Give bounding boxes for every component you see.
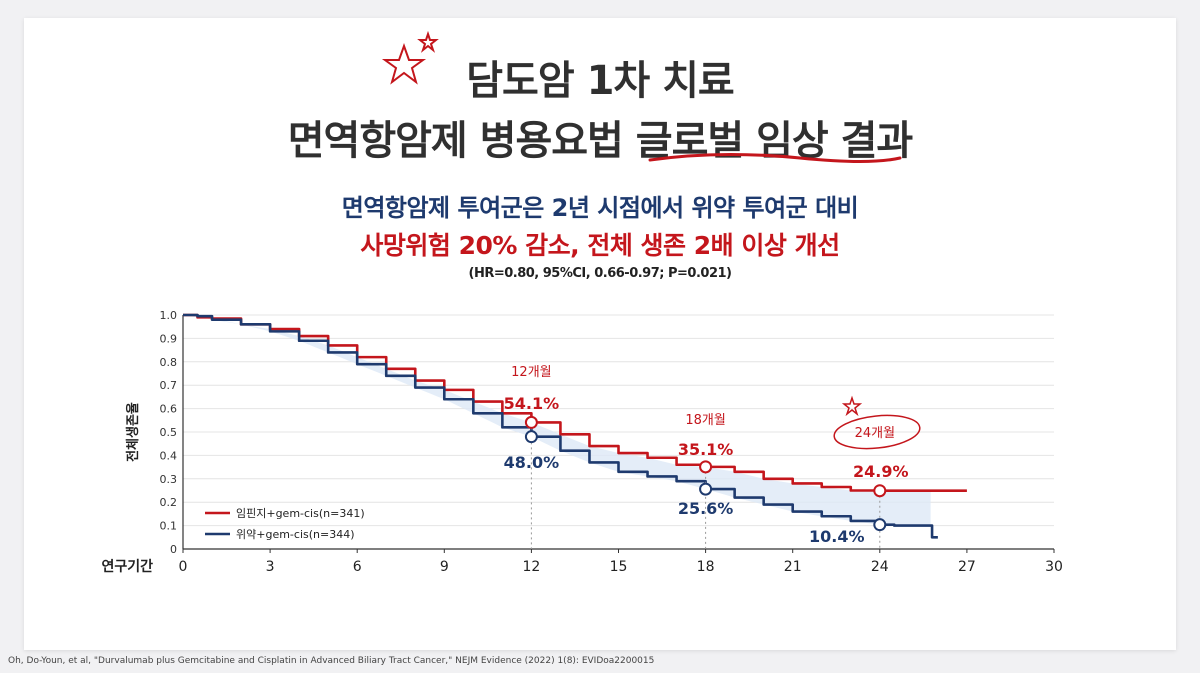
slide-card [24, 18, 1176, 650]
annotation-markers [524, 415, 887, 532]
y-tick-label: 0.1 [160, 520, 178, 533]
annotation-drop-lines [530, 422, 881, 549]
chart-legend: 임핀지+gem-cis(n=341) 위약+gem-cis(n=344) [205, 507, 365, 541]
y-tick-label: 0 [170, 543, 177, 556]
treatment-marker [873, 484, 887, 498]
treatment-marker [524, 415, 538, 429]
series-line-placebo [183, 313, 938, 539]
y-tick-label: 0.3 [160, 473, 178, 486]
x-tick-label: 21 [784, 559, 802, 575]
x-tick-label: 18 [697, 559, 715, 575]
y-tick-label: 1.0 [160, 309, 178, 322]
subtitle-line2: 사망위험 20% 감소, 전체 생존 2배 이상 개선 [360, 231, 840, 260]
y-tick-label: 0.9 [160, 332, 178, 345]
y-tick-label: 0.5 [160, 426, 178, 439]
placebo-marker [524, 430, 538, 444]
underline-doodle [648, 152, 902, 163]
annotation-labels: 12개월 54.1% 48.0% 18개월 35.1% 25.6% 24개월 24.9% 10.… [504, 365, 909, 546]
placebo-value-label: 25.6% [678, 499, 734, 518]
x-tick-label: 6 [353, 559, 362, 575]
time-point-label: 12개월 [511, 365, 551, 380]
y-tick-label: 0.4 [160, 449, 178, 462]
treatment-value-label: 24.9% [853, 462, 909, 481]
series-line-treatment [183, 313, 967, 493]
x-tick-label: 9 [440, 559, 449, 575]
legend-label: 위약+gem-cis(n=344) [236, 527, 355, 541]
placebo-value-label: 48.0% [504, 453, 560, 472]
highlight-circle-doodle [833, 414, 921, 450]
time-point-label: 24개월 [855, 426, 895, 441]
x-axis-label: 연구기간 [101, 558, 153, 575]
x-tick-label: 0 [179, 559, 188, 575]
placebo-marker [699, 482, 713, 496]
treatment-value-label: 35.1% [678, 440, 734, 459]
x-tick-label: 30 [1045, 559, 1063, 575]
star-doodle-icon [381, 30, 439, 85]
y-tick-label: 0.7 [160, 379, 178, 392]
treatment-marker [699, 460, 713, 474]
placebo-value-label: 10.4% [809, 527, 865, 546]
placebo-marker [873, 518, 887, 532]
y-tick-label: 0.8 [160, 356, 178, 369]
small-star-icon [841, 395, 863, 417]
page-title-line2: 면역항암제 병용요법 글로벌 임상 결과 [287, 118, 914, 164]
time-point-label: 18개월 [685, 413, 725, 428]
chart-series [183, 313, 967, 539]
survival-difference-band [183, 315, 931, 526]
legend-label: 임핀지+gem-cis(n=341) [236, 507, 365, 520]
y-axis-label: 전체생존율 [125, 402, 141, 462]
x-tick-label: 24 [871, 559, 889, 575]
x-tick-label: 27 [958, 559, 976, 575]
y-tick-label: 0.6 [160, 403, 178, 416]
y-tick-label: 0.2 [160, 496, 178, 509]
hazard-ratio-stats: (HR=0.80, 95%CI, 0.66-0.97; P=0.021) [468, 266, 732, 281]
page-title-line1: 담도암 1차 치료 [466, 58, 734, 104]
x-tick-label: 15 [610, 559, 628, 575]
x-tick-label: 3 [266, 559, 275, 575]
chart-axes: 0 0.1 0.2 0.3 0.4 0.5 0.6 0.7 0.8 0.9 1.0 0 3 6 9 12 15 1… [101, 309, 1062, 575]
treatment-value-label: 54.1% [504, 394, 560, 413]
x-tick-label: 12 [522, 559, 540, 575]
subtitle-line1: 면역항암제 투여군은 2년 시점에서 위약 투여군 대비 [341, 194, 859, 222]
citation: Oh, Do-Youn, et al, "Durvalumab plus Gem… [8, 656, 655, 666]
